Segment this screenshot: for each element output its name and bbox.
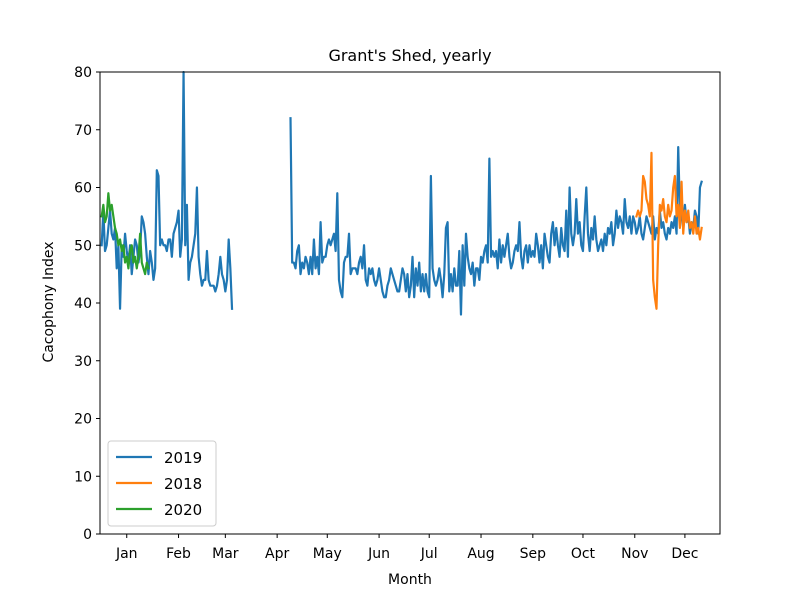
x-tick-label: Feb xyxy=(166,546,191,562)
legend-box xyxy=(107,440,217,527)
chart-title: Grant's Shed, yearly xyxy=(328,46,491,65)
x-tick-label: Dec xyxy=(671,546,698,562)
legend-label-2020: 2020 xyxy=(164,501,202,519)
x-tick-label: Jun xyxy=(367,546,390,562)
series-line-2019-segment-2 xyxy=(289,117,703,316)
x-tick-label: Jul xyxy=(420,546,438,562)
y-tick-label: 30 xyxy=(74,354,92,370)
y-tick-label: 0 xyxy=(83,527,92,543)
series-line-2019-segment-1 xyxy=(100,71,234,310)
x-tick-label: Sep xyxy=(520,546,547,562)
x-tick-label: May xyxy=(313,546,342,562)
y-axis-label: Cacophony Index xyxy=(41,241,57,362)
x-tick-label: Aug xyxy=(467,546,494,562)
legend-label-2018: 2018 xyxy=(164,475,202,493)
x-tick-label: Nov xyxy=(621,546,648,562)
x-tick-label: Jan xyxy=(115,546,138,562)
y-tick-label: 20 xyxy=(74,412,92,428)
axes-layer: 0 10 20 30 40 50 60 70 80 Jan Feb Mar Apr May Jun Jul Au… xyxy=(74,65,721,562)
y-tick-label: 80 xyxy=(74,65,92,81)
series-line-2020-segment-1 xyxy=(100,192,150,276)
x-tick-label: Mar xyxy=(212,546,239,562)
x-tick-label: Apr xyxy=(265,546,289,562)
y-tick-label: 10 xyxy=(74,469,92,485)
x-tick-label: Oct xyxy=(571,546,596,562)
x-axis-label: Month xyxy=(388,572,432,588)
y-tick-label: 40 xyxy=(74,296,92,312)
y-tick-label: 60 xyxy=(74,181,92,197)
series-line-2018-segment-1 xyxy=(635,151,703,310)
legend-label-2019: 2019 xyxy=(164,449,202,467)
y-tick-label: 50 xyxy=(74,238,92,254)
y-tick-label: 70 xyxy=(74,123,92,139)
legend: 2019 2018 2020 xyxy=(107,440,217,527)
series-layer xyxy=(100,71,703,316)
